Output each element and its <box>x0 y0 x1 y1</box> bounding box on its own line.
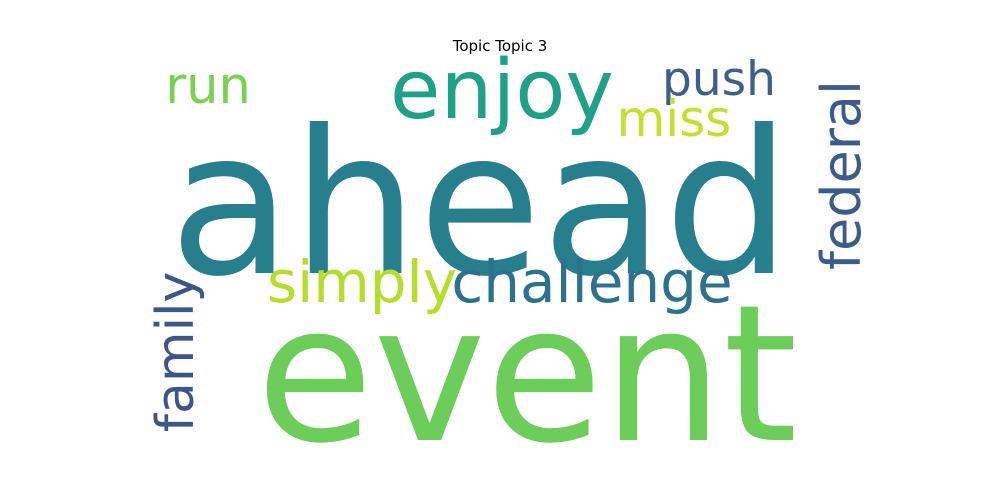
word-family: family <box>146 272 206 433</box>
word-event: event <box>256 264 797 485</box>
word-miss: miss <box>617 90 732 148</box>
word-enjoy: enjoy <box>390 43 614 138</box>
chart-title: Topic Topic 3 <box>452 37 548 55</box>
word-challenge: challenge <box>451 248 732 316</box>
word-push: push <box>662 52 776 107</box>
word-ahead: ahead <box>169 88 791 321</box>
word-run: run <box>165 57 251 116</box>
word-federal: federal <box>810 80 873 270</box>
word-simply: simply <box>267 248 457 316</box>
